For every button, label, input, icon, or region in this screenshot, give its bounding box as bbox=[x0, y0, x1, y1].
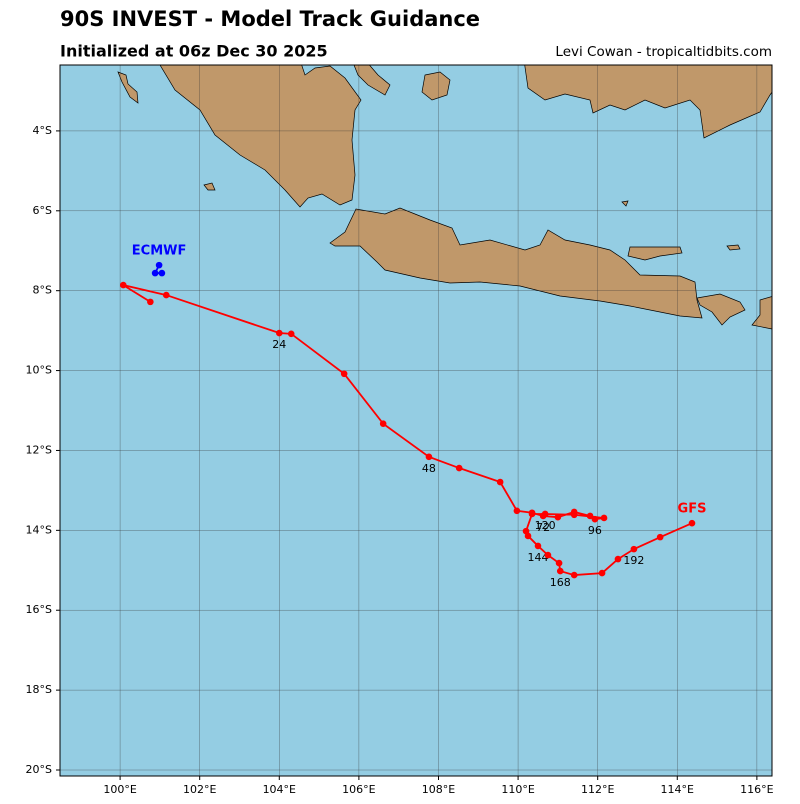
hour-label: 24 bbox=[272, 338, 286, 351]
track-point bbox=[630, 545, 638, 553]
track-point bbox=[541, 510, 549, 518]
model-label: ECMWF bbox=[132, 244, 187, 259]
x-tick-label: 110°E bbox=[501, 783, 534, 796]
track-point bbox=[275, 329, 283, 337]
track-point bbox=[287, 330, 295, 338]
track-point bbox=[586, 512, 594, 520]
grid: 100°E 102°E 104°E 106°E 108°E 110°E 112°E 114°E… bbox=[26, 65, 774, 796]
y-tick-label: 18°S bbox=[26, 683, 52, 696]
track-point bbox=[614, 555, 622, 563]
belitung bbox=[421, 71, 451, 101]
credit: Levi Cowan - tropicaltidbits.com bbox=[555, 44, 772, 60]
y-tick-label: 20°S bbox=[26, 763, 52, 776]
track-point bbox=[570, 511, 578, 519]
island bbox=[117, 71, 139, 104]
track-point bbox=[656, 533, 664, 541]
x-tick-label: 100°E bbox=[103, 783, 136, 796]
hour-label: 120 bbox=[535, 519, 556, 532]
track-point bbox=[528, 510, 536, 518]
hour-label: 192 bbox=[623, 554, 644, 567]
x-tick-label: 116°E bbox=[740, 783, 773, 796]
hour-label: 48 bbox=[422, 462, 436, 475]
track-point bbox=[554, 513, 562, 521]
borneo bbox=[524, 65, 772, 139]
track-point bbox=[591, 515, 599, 523]
track-point bbox=[555, 559, 563, 567]
hour-label: 144 bbox=[527, 551, 548, 564]
track-point bbox=[570, 571, 578, 579]
track-point bbox=[155, 261, 163, 269]
ocean bbox=[60, 65, 772, 776]
track-point bbox=[119, 281, 127, 289]
track-point bbox=[151, 269, 159, 277]
track-point bbox=[534, 542, 542, 550]
small-island bbox=[726, 244, 741, 251]
track-point bbox=[147, 298, 154, 306]
track-point bbox=[455, 464, 463, 472]
track-point bbox=[600, 514, 608, 522]
track-point bbox=[544, 551, 552, 559]
track-point bbox=[598, 569, 606, 577]
x-tick-label: 102°E bbox=[183, 783, 216, 796]
bali bbox=[696, 293, 746, 326]
y-tick-label: 4°S bbox=[33, 124, 52, 137]
track-point bbox=[340, 370, 348, 378]
x-tick-label: 104°E bbox=[263, 783, 296, 796]
sumatra bbox=[159, 65, 362, 208]
y-tick-label: 12°S bbox=[26, 443, 52, 456]
track-point bbox=[556, 567, 564, 575]
x-tick-label: 106°E bbox=[342, 783, 375, 796]
model-label: GFS bbox=[678, 502, 707, 517]
track-point bbox=[524, 532, 532, 540]
map-frame bbox=[59, 64, 773, 777]
hour-label: 72 bbox=[536, 521, 550, 534]
subtitle: Initialized at 06z Dec 30 2025 bbox=[60, 42, 328, 61]
y-tick-label: 14°S bbox=[26, 523, 52, 536]
hour-label: 96 bbox=[588, 524, 602, 537]
hour-label: 168 bbox=[550, 576, 571, 589]
track-point bbox=[688, 519, 696, 527]
title: 90S INVEST - Model Track Guidance bbox=[60, 7, 480, 31]
y-tick-label: 6°S bbox=[33, 204, 52, 217]
x-tick-label: 108°E bbox=[422, 783, 455, 796]
madura bbox=[627, 246, 683, 261]
track-point bbox=[496, 478, 504, 486]
track-point bbox=[425, 453, 433, 461]
x-tick-label: 112°E bbox=[581, 783, 614, 796]
track-point bbox=[379, 420, 387, 427]
small-island bbox=[621, 200, 629, 207]
y-tick-label: 8°S bbox=[33, 284, 52, 297]
land bbox=[117, 65, 772, 330]
small-island bbox=[203, 182, 216, 191]
track-point bbox=[162, 291, 170, 299]
x-tick-label: 114°E bbox=[661, 783, 694, 796]
track-point bbox=[513, 507, 521, 515]
bangka bbox=[353, 65, 391, 96]
y-tick-label: 10°S bbox=[26, 364, 52, 377]
track-point bbox=[158, 269, 166, 277]
y-tick-label: 16°S bbox=[26, 603, 52, 616]
